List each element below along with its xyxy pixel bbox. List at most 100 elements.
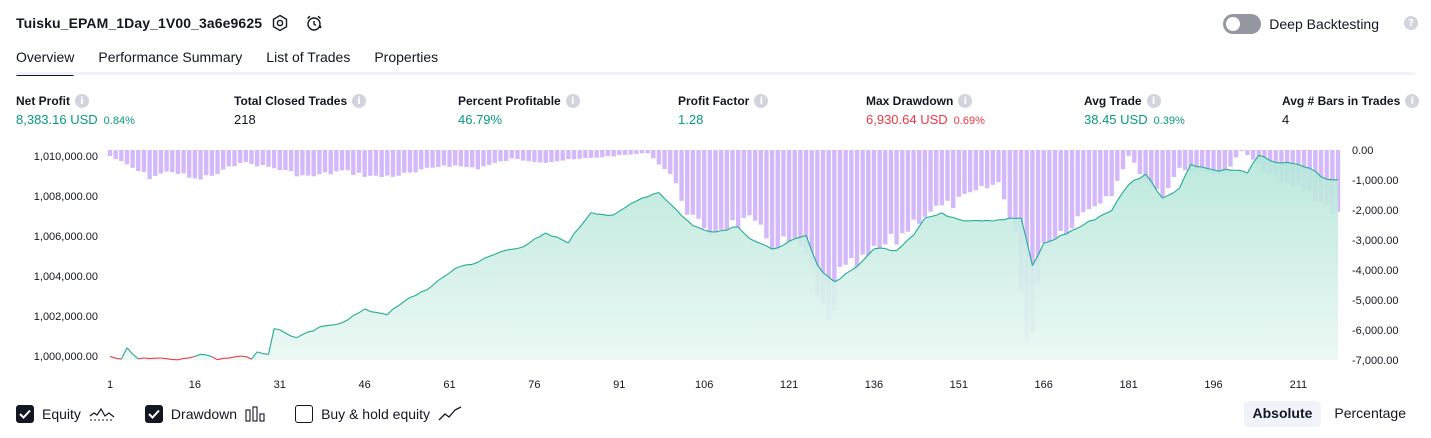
drawdown-bar	[1216, 150, 1222, 174]
drawdown-bar	[758, 150, 763, 225]
metric-label: Avg Trade	[1084, 94, 1142, 108]
equity-line-segment	[1088, 219, 1095, 222]
drawdown-bar	[934, 150, 939, 206]
info-icon[interactable]: i	[352, 94, 367, 108]
equity-line-segment	[783, 240, 790, 246]
equity-line-segment	[992, 219, 999, 222]
equity-line-segment	[313, 326, 320, 332]
x-axis: 1 16 31 46 61 76 91 106 121 136 151 166 181 196 211	[107, 379, 1307, 391]
equity-line-segment	[432, 279, 439, 286]
equity-line-segment	[607, 214, 614, 216]
left-axis-tick-label: 1,008,000.00	[34, 191, 98, 203]
x-axis-tick-label: 196	[1204, 379, 1222, 391]
equity-line-segment	[828, 276, 835, 283]
buy-hold-checkbox[interactable]	[295, 405, 314, 423]
drawdown-bar	[900, 150, 905, 234]
equity-checkbox[interactable]	[16, 405, 34, 423]
drawdown-bar	[639, 150, 645, 154]
help-icon[interactable]: ?	[1404, 16, 1418, 30]
equity-line-segment	[675, 208, 683, 217]
equity-line-segment	[935, 212, 943, 216]
left-axis: 1,010,000.00 1,008,000.00 1,006,000.00 1,00…	[34, 151, 98, 363]
info-icon[interactable]: i	[1146, 94, 1161, 108]
drawdown-bar	[956, 150, 962, 197]
legend-drawdown[interactable]: Drawdown	[144, 405, 265, 423]
equity-line-segment	[217, 357, 224, 361]
drawdown-bar	[215, 150, 220, 174]
info-icon[interactable]: i	[565, 94, 580, 108]
drawdown-bars	[107, 150, 1341, 342]
equity-line-segment	[1122, 184, 1130, 193]
drawdown-bar	[469, 150, 475, 168]
equity-line-segment	[1202, 166, 1208, 170]
drawdown-bar	[204, 150, 209, 176]
tab-performance-summary[interactable]: Performance Summary	[98, 49, 243, 65]
absolute-button[interactable]: Absolute	[1243, 401, 1322, 427]
deep-backtesting-toggle[interactable]	[1223, 14, 1262, 34]
info-icon[interactable]: i	[75, 94, 89, 108]
equity-line-segment	[115, 357, 122, 360]
info-icon[interactable]: i	[1405, 94, 1420, 108]
drawdown-bar	[792, 150, 797, 239]
right-axis-tick-label: -5,000.00	[1352, 295, 1398, 307]
equity-line-segment	[528, 238, 535, 244]
equity-line-segment	[901, 239, 909, 246]
equity-line-segment	[743, 232, 750, 239]
metric-label: Total Closed Trades	[234, 94, 348, 108]
equity-line-segment	[867, 248, 875, 256]
drawdown-bar	[611, 150, 616, 157]
equity-line-segment	[834, 278, 841, 283]
x-axis-tick-label: 91	[613, 379, 625, 391]
legend-equity[interactable]: Equity	[16, 405, 115, 423]
alarm-clock-icon[interactable]	[304, 13, 324, 33]
drawdown-bar	[1233, 150, 1239, 158]
info-icon[interactable]: i	[958, 94, 973, 108]
drawdown-bar	[520, 150, 526, 161]
chart-svg[interactable]: 1,010,000.00 1,008,000.00 1,006,000.00 1,00…	[0, 138, 1431, 398]
equity-line-segment	[1009, 217, 1016, 220]
equity-line-segment	[619, 207, 626, 212]
equity-line-segment	[364, 308, 371, 312]
drawdown-bar	[170, 150, 175, 173]
left-axis-tick-label: 1,006,000.00	[34, 231, 98, 243]
drawdown-bar	[832, 150, 837, 311]
drawdown-checkbox[interactable]	[144, 405, 163, 423]
drawdown-bar	[588, 150, 594, 158]
equity-line-segment	[398, 300, 405, 307]
equity-line-segment	[279, 329, 286, 334]
equity-drawdown-chart[interactable]: 1,010,000.00 1,008,000.00 1,006,000.00 1,00…	[0, 138, 1431, 398]
drawdown-bar	[1222, 150, 1228, 173]
drawdown-bar	[854, 150, 860, 270]
equity-line-segment	[653, 191, 660, 195]
drawdown-bar	[1166, 150, 1171, 189]
equity-line-segment	[285, 332, 292, 337]
tab-list-of-trades[interactable]: List of Trades	[266, 49, 351, 65]
tab-overview[interactable]: Overview	[16, 46, 75, 76]
drawdown-bar	[1047, 150, 1052, 247]
equity-line-segment	[1134, 177, 1141, 181]
drawdown-bar	[1081, 150, 1086, 213]
legend-buy-hold[interactable]: Buy & hold equity	[295, 405, 462, 423]
buy-hold-label: Buy & hold equity	[321, 406, 431, 422]
info-icon[interactable]: i	[754, 94, 769, 108]
metric-value: 4	[1282, 112, 1290, 127]
deep-backtesting-switch[interactable]: Deep Backtesting	[1223, 13, 1379, 35]
left-axis-tick-label: 1,002,000.00	[34, 311, 98, 323]
metric-percent: 0.39%	[1153, 115, 1185, 127]
equity-line-segment	[777, 244, 784, 249]
equity-line-segment	[1178, 175, 1186, 189]
percentage-button[interactable]: Percentage	[1334, 405, 1406, 421]
drawdown-bar	[950, 150, 956, 209]
drawdown-label: Drawdown	[170, 406, 238, 422]
drawdown-bar	[209, 150, 215, 176]
settings-gear-icon[interactable]	[270, 13, 290, 33]
value-mode-switch: Absolute Percentage	[1243, 401, 1416, 427]
drawdown-bar	[747, 150, 752, 216]
equity-line-segment	[534, 235, 541, 240]
equity-lines	[109, 154, 1338, 361]
equity-line-segment	[1026, 240, 1033, 266]
drawdown-bar	[1041, 150, 1046, 243]
drawdown-bar	[798, 150, 803, 247]
drawdown-bar	[1188, 150, 1194, 171]
tab-properties[interactable]: Properties	[374, 49, 439, 65]
